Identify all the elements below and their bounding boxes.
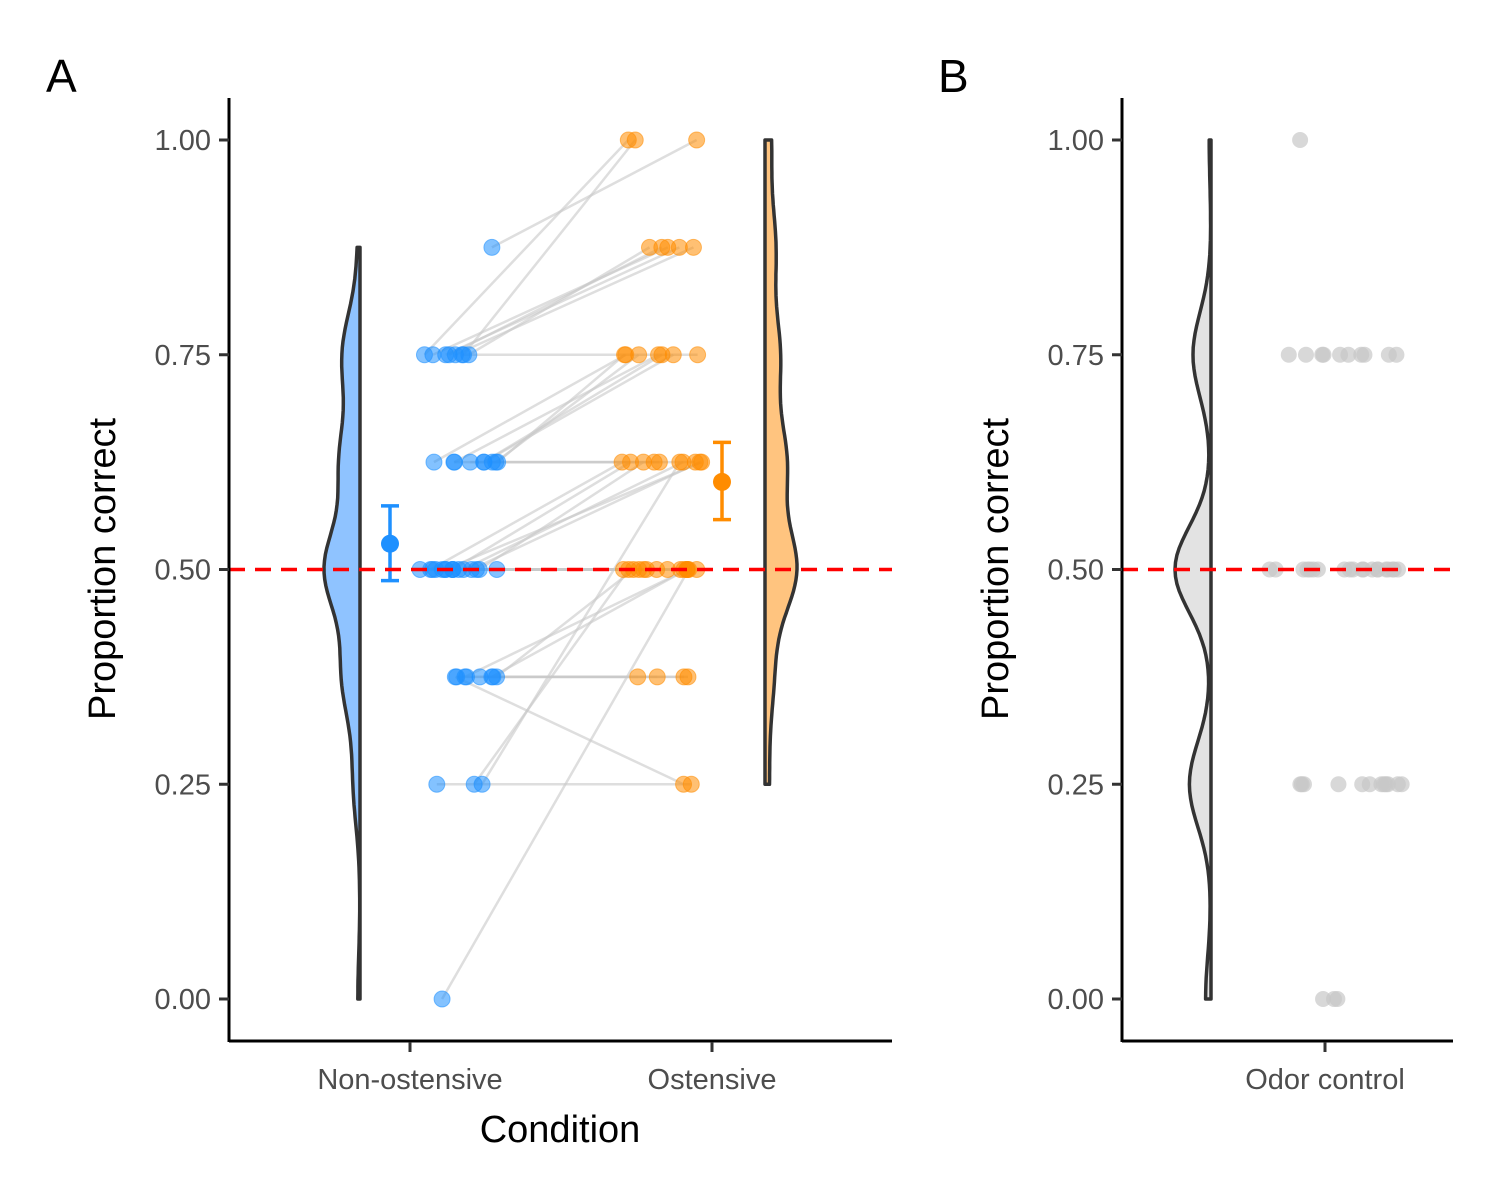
non-ostensive-point: [483, 453, 501, 471]
non-ostensive-point: [425, 453, 443, 471]
odor-control-point: [1354, 776, 1371, 793]
non-ostensive-point: [473, 775, 491, 793]
panel-b-y-tick-label: 0.25: [1048, 769, 1104, 801]
panel-b-plot-area: [1122, 132, 1453, 1007]
ostensive-point: [689, 346, 707, 364]
odor-control-point: [1356, 346, 1373, 363]
non-ostensive-point: [461, 453, 479, 471]
panel-b: B 0.00 0.25 0.50 0.75 1.00 Odor control Prop…: [938, 50, 1453, 1096]
pair-line: [496, 353, 626, 464]
pair-line: [452, 461, 632, 571]
pair-line: [491, 138, 698, 249]
panel-a-y-tick-label: 1.00: [155, 125, 211, 157]
panel-a-y-axis-title: Proportion correct: [82, 418, 124, 720]
non-ostensive-point: [437, 346, 455, 364]
non-ostensive-point: [433, 990, 451, 1008]
pair-line: [462, 461, 684, 571]
pair-line: [483, 353, 663, 464]
panel-b-x-ticks: Odor control: [1245, 1042, 1405, 1096]
ostensive-point: [684, 238, 702, 256]
panel-a-tag: A: [46, 50, 77, 102]
panel-b-y-axis-title: Proportion correct: [975, 418, 1017, 720]
ostensive-point: [670, 238, 688, 256]
pair-line: [433, 353, 627, 464]
odor-control-point: [1297, 346, 1314, 363]
ostensive-mean-ci-mean-point: [713, 472, 731, 491]
panel-b-tag: B: [938, 50, 969, 102]
pair-line: [453, 353, 660, 464]
ostensive-point: [682, 775, 700, 793]
pair-line: [462, 139, 637, 356]
panel-a-y-tick-label: 0.00: [155, 984, 211, 1016]
odor-control-point: [1393, 776, 1410, 793]
ostensive-point: [629, 668, 647, 686]
panel-a-y-tick-label: 0.50: [155, 555, 211, 587]
non-ostensive-point: [445, 453, 463, 471]
ostensive-point: [675, 668, 693, 686]
panel-a-plot-area: [229, 131, 892, 1008]
odor-control-point: [1292, 776, 1309, 793]
pair-line: [441, 568, 690, 1000]
panel-a-y-tick-label: 0.25: [155, 769, 211, 801]
ostensive-point: [688, 131, 706, 149]
panel-a: A 0.00 0.25 0.50 0.75 1.00 Non-ostensive Oste…: [46, 50, 892, 1151]
panel-a-x-axis-title: Condition: [480, 1109, 641, 1151]
pair-line: [468, 246, 651, 356]
non-ostensive-point: [428, 775, 446, 793]
pair-line: [454, 675, 685, 786]
odor-control-point: [1314, 346, 1331, 363]
odor-control-point: [1330, 776, 1347, 793]
ostensive-point: [640, 238, 658, 256]
ostensive-point: [626, 131, 644, 149]
panel-a-y-tick-label: 0.75: [155, 340, 211, 372]
non-ostensive-point: [453, 346, 471, 364]
panel-b-y-tick-label: 0.00: [1048, 984, 1104, 1016]
non-ostensive-density: [322, 245, 362, 1001]
pair-line: [432, 246, 669, 356]
ostensive-point: [671, 453, 689, 471]
odor-control-point: [1344, 561, 1361, 578]
pair-line: [495, 568, 635, 678]
pair-line: [429, 461, 623, 571]
panel-b-y-tick-label: 0.50: [1048, 555, 1104, 587]
odor-control-point: [1267, 561, 1284, 578]
panel-b-x-tick-label: Odor control: [1245, 1064, 1405, 1096]
odor-control-point: [1340, 346, 1357, 363]
pair-line: [464, 568, 688, 679]
ostensive-point: [616, 346, 634, 364]
panel-b-y-ticks: 0.00 0.25 0.50 0.75 1.00: [1048, 125, 1122, 1016]
pair-line: [478, 461, 645, 571]
odor-control-point: [1329, 991, 1346, 1007]
pair-line: [445, 246, 680, 356]
panel-b-y-tick-label: 1.00: [1048, 125, 1104, 157]
ostensive-point: [648, 668, 666, 686]
ostensive-mean-ci: [713, 440, 731, 522]
ostensive-point: [691, 453, 709, 471]
non-ostensive-point: [446, 668, 464, 686]
panel-a-x-ticks: Non-ostensive Ostensive: [317, 1042, 776, 1096]
non-ostensive-mean-ci-mean-point: [381, 534, 399, 553]
odor-control-point: [1280, 346, 1297, 363]
pair-line: [473, 568, 630, 785]
non-ostensive-point: [483, 238, 501, 256]
panel-a-x-tick-label: Ostensive: [648, 1064, 777, 1096]
non-ostensive-point: [484, 668, 502, 686]
odor-control-point: [1292, 132, 1309, 148]
pair-line: [471, 460, 701, 571]
panel-b-y-tick-label: 0.75: [1048, 340, 1104, 372]
odor-control-point: [1315, 991, 1332, 1007]
ostensive-point: [613, 453, 631, 471]
pair-line: [423, 139, 630, 356]
odor-control-point: [1388, 346, 1405, 363]
pair-line: [454, 246, 694, 356]
odor-control-point: [1373, 776, 1390, 793]
panel-a-y-ticks: 0.00 0.25 0.50 0.75 1.00: [155, 125, 229, 1016]
ostensive-density: [763, 138, 799, 787]
pair-line: [481, 461, 681, 785]
ostensive-point: [650, 346, 668, 364]
odor-control-density: [1173, 138, 1213, 1001]
panel-a-x-tick-label: Non-ostensive: [317, 1064, 502, 1096]
